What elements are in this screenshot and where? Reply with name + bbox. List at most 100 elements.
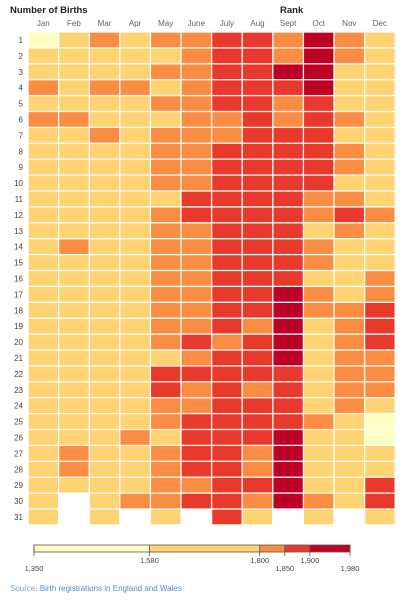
heatmap-cell[interactable] xyxy=(212,446,242,461)
heatmap-cell[interactable] xyxy=(181,430,211,445)
heatmap-cell[interactable] xyxy=(120,48,150,64)
heatmap-cell[interactable] xyxy=(334,271,364,286)
heatmap-cell[interactable] xyxy=(89,191,120,207)
heatmap-cell[interactable] xyxy=(273,302,303,318)
heatmap-cell[interactable] xyxy=(273,477,303,493)
heatmap-cell[interactable] xyxy=(334,493,364,509)
heatmap-cell[interactable] xyxy=(151,414,181,429)
heatmap-cell[interactable] xyxy=(28,366,58,382)
heatmap-cell[interactable] xyxy=(212,191,242,207)
heatmap-cell[interactable] xyxy=(59,32,89,48)
heatmap-cell[interactable] xyxy=(120,430,150,445)
heatmap-cell[interactable] xyxy=(89,477,120,493)
heatmap-cell[interactable] xyxy=(120,175,150,191)
heatmap-cell[interactable] xyxy=(212,128,242,143)
heatmap-cell[interactable] xyxy=(304,366,334,382)
heatmap-cell[interactable] xyxy=(89,271,120,286)
heatmap-cell[interactable] xyxy=(89,207,120,223)
heatmap-cell[interactable] xyxy=(59,382,89,398)
heatmap-cell[interactable] xyxy=(28,80,58,95)
heatmap-cell[interactable] xyxy=(28,414,58,429)
heatmap-cell[interactable] xyxy=(59,318,89,334)
heatmap-cell[interactable] xyxy=(212,350,242,366)
heatmap-cell[interactable] xyxy=(151,255,181,270)
heatmap-cell[interactable] xyxy=(89,334,120,350)
heatmap-cell[interactable] xyxy=(59,461,89,477)
heatmap-cell[interactable] xyxy=(181,64,211,80)
heatmap-cell[interactable] xyxy=(212,223,242,239)
heatmap-cell[interactable] xyxy=(365,159,395,175)
heatmap-cell[interactable] xyxy=(89,96,120,111)
heatmap-cell[interactable] xyxy=(212,398,242,413)
heatmap-cell[interactable] xyxy=(151,159,181,175)
heatmap-cell[interactable] xyxy=(273,350,303,366)
heatmap-cell[interactable] xyxy=(334,430,364,445)
heatmap-cell[interactable] xyxy=(273,159,303,175)
heatmap-cell[interactable] xyxy=(304,128,334,143)
heatmap-cell[interactable] xyxy=(212,159,242,175)
heatmap-cell[interactable] xyxy=(151,493,181,509)
heatmap-cell[interactable] xyxy=(273,382,303,398)
heatmap-cell[interactable] xyxy=(120,96,150,111)
heatmap-cell[interactable] xyxy=(28,318,58,334)
heatmap-cell[interactable] xyxy=(151,239,181,254)
heatmap-cell[interactable] xyxy=(28,334,58,350)
heatmap-cell[interactable] xyxy=(212,207,242,223)
heatmap-cell[interactable] xyxy=(151,287,181,302)
heatmap-cell[interactable] xyxy=(242,239,273,254)
heatmap-cell[interactable] xyxy=(334,223,364,239)
heatmap-cell[interactable] xyxy=(365,239,395,254)
heatmap-cell[interactable] xyxy=(28,398,58,413)
heatmap-cell[interactable] xyxy=(304,398,334,413)
heatmap-cell[interactable] xyxy=(334,112,364,127)
heatmap-cell[interactable] xyxy=(151,382,181,398)
heatmap-cell[interactable] xyxy=(28,223,58,239)
heatmap-cell[interactable] xyxy=(365,191,395,207)
heatmap-cell[interactable] xyxy=(59,112,89,127)
heatmap-cell[interactable] xyxy=(28,255,58,270)
heatmap-cell[interactable] xyxy=(181,143,211,159)
heatmap-cell[interactable] xyxy=(212,143,242,159)
heatmap-cell[interactable] xyxy=(151,302,181,318)
heatmap-cell[interactable] xyxy=(273,223,303,239)
heatmap-cell[interactable] xyxy=(304,143,334,159)
heatmap-cell[interactable] xyxy=(120,80,150,95)
heatmap-cell[interactable] xyxy=(365,96,395,111)
heatmap-cell[interactable] xyxy=(334,32,364,48)
heatmap-cell[interactable] xyxy=(120,255,150,270)
heatmap-cell[interactable] xyxy=(304,446,334,461)
heatmap-cell[interactable] xyxy=(242,191,273,207)
heatmap-cell[interactable] xyxy=(242,398,273,413)
heatmap-cell[interactable] xyxy=(89,318,120,334)
heatmap-cell[interactable] xyxy=(334,64,364,80)
heatmap-cell[interactable] xyxy=(59,80,89,95)
heatmap-cell[interactable] xyxy=(334,382,364,398)
heatmap-cell[interactable] xyxy=(89,302,120,318)
heatmap-cell[interactable] xyxy=(181,271,211,286)
heatmap-cell[interactable] xyxy=(273,287,303,302)
heatmap-cell[interactable] xyxy=(242,461,273,477)
heatmap-cell[interactable] xyxy=(181,382,211,398)
heatmap-cell[interactable] xyxy=(212,112,242,127)
heatmap-cell[interactable] xyxy=(181,175,211,191)
heatmap-cell[interactable] xyxy=(181,350,211,366)
heatmap-cell[interactable] xyxy=(120,366,150,382)
heatmap-cell[interactable] xyxy=(59,271,89,286)
heatmap-cell[interactable] xyxy=(151,398,181,413)
heatmap-cell[interactable] xyxy=(273,446,303,461)
heatmap-cell[interactable] xyxy=(273,461,303,477)
heatmap-cell[interactable] xyxy=(304,334,334,350)
heatmap-cell[interactable] xyxy=(181,191,211,207)
heatmap-cell[interactable] xyxy=(273,96,303,111)
heatmap-cell[interactable] xyxy=(212,175,242,191)
heatmap-cell[interactable] xyxy=(242,48,273,64)
heatmap-cell[interactable] xyxy=(151,223,181,239)
heatmap-cell[interactable] xyxy=(120,223,150,239)
heatmap-cell[interactable] xyxy=(242,318,273,334)
heatmap-cell[interactable] xyxy=(365,430,395,445)
heatmap-cell[interactable] xyxy=(242,159,273,175)
heatmap-cell[interactable] xyxy=(304,191,334,207)
heatmap-cell[interactable] xyxy=(181,287,211,302)
heatmap-cell[interactable] xyxy=(212,302,242,318)
heatmap-cell[interactable] xyxy=(242,493,273,509)
